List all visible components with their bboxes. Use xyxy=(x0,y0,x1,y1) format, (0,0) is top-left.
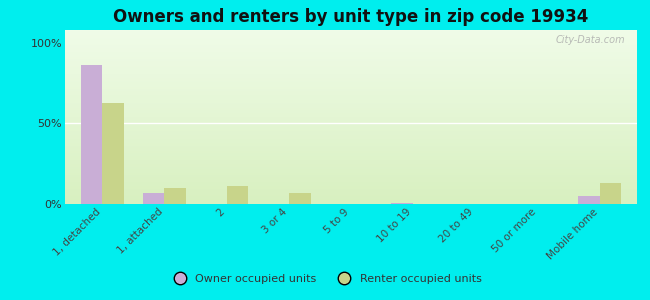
Bar xyxy=(578,196,600,204)
Bar xyxy=(391,203,413,204)
Bar xyxy=(227,186,248,204)
Legend: Owner occupied units, Renter occupied units: Owner occupied units, Renter occupied un… xyxy=(164,270,486,288)
Text: City-Data.com: City-Data.com xyxy=(556,35,625,45)
Bar xyxy=(143,193,164,204)
Bar xyxy=(164,188,187,204)
Bar xyxy=(600,183,621,204)
Bar xyxy=(289,193,311,204)
Bar xyxy=(81,65,102,204)
Bar xyxy=(102,103,124,204)
Title: Owners and renters by unit type in zip code 19934: Owners and renters by unit type in zip c… xyxy=(113,8,589,26)
